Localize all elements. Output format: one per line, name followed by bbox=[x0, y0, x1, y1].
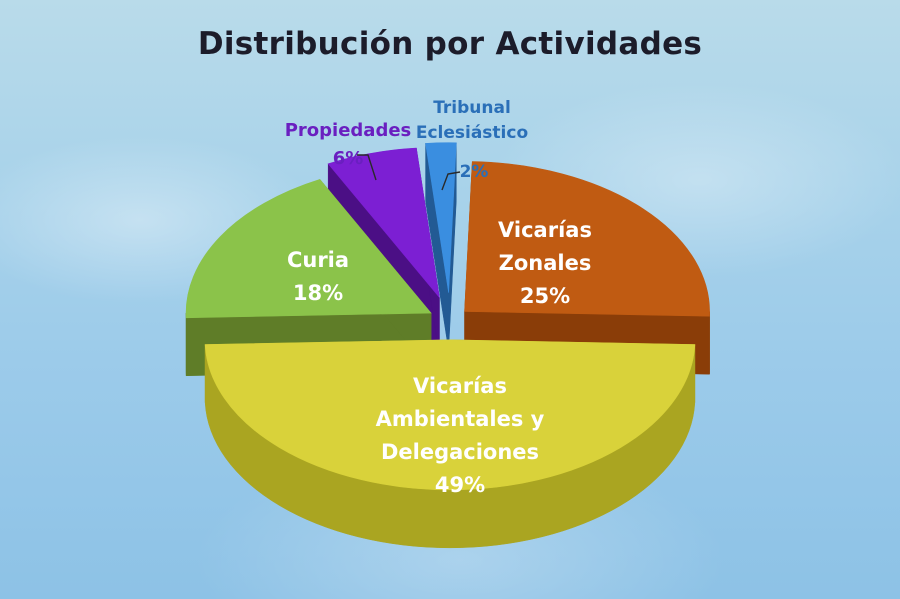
category-label-vicarias-ambientales-y-delegaciones: Delegaciones bbox=[381, 440, 539, 464]
value-label-propiedades: 6% bbox=[333, 148, 364, 169]
label-vicarias-ambientales-y-delegaciones: Vicarías Ambientales y Delegaciones 49% bbox=[376, 374, 545, 497]
slice-vicarias-zonales bbox=[464, 161, 710, 317]
slice-tribunal-eclesiastico bbox=[425, 142, 457, 293]
slice-curia bbox=[185, 179, 432, 319]
slice-propiedades bbox=[327, 147, 440, 299]
category-label-vicarias-ambientales-y-delegaciones: Ambientales y bbox=[376, 407, 545, 431]
value-label-curia: 18% bbox=[293, 281, 343, 305]
category-label-propiedades: Propiedades bbox=[285, 120, 412, 141]
value-label-vicarias-ambientales-y-delegaciones: 49% bbox=[435, 473, 485, 497]
leader-line-tribunal-eclesiastico bbox=[441, 171, 461, 191]
label-vicarias-zonales: Vicarías Zonales 25% bbox=[498, 218, 592, 308]
slice-vicarias-ambientales-y-delegaciones bbox=[204, 339, 696, 491]
category-label-vicarias-zonales: Vicarías bbox=[498, 218, 592, 242]
category-label-tribunal-eclesiastico: Eclesiástico bbox=[416, 123, 528, 143]
label-curia: Curia 18% bbox=[287, 248, 349, 305]
category-label-vicarias-ambientales-y-delegaciones: Vicarías bbox=[413, 374, 507, 398]
leader-line-propiedades bbox=[357, 154, 377, 181]
label-propiedades: Propiedades 6% bbox=[285, 120, 412, 169]
pie-tops bbox=[185, 142, 710, 491]
chart-title: Distribución por Actividades bbox=[197, 26, 703, 62]
category-label-curia: Curia bbox=[287, 248, 349, 272]
label-tribunal-eclesiastico: Tribunal Eclesiástico bbox=[416, 98, 528, 143]
category-label-vicarias-zonales: Zonales bbox=[499, 251, 592, 275]
value-label-tribunal-eclesiastico: 2% bbox=[460, 162, 489, 182]
pie-labels: Vicarías Ambientales y Delegaciones 49% Curi… bbox=[285, 98, 592, 497]
value-label-vicarias-zonales: 25% bbox=[520, 284, 570, 308]
category-label-tribunal-eclesiastico: Tribunal bbox=[433, 98, 511, 118]
